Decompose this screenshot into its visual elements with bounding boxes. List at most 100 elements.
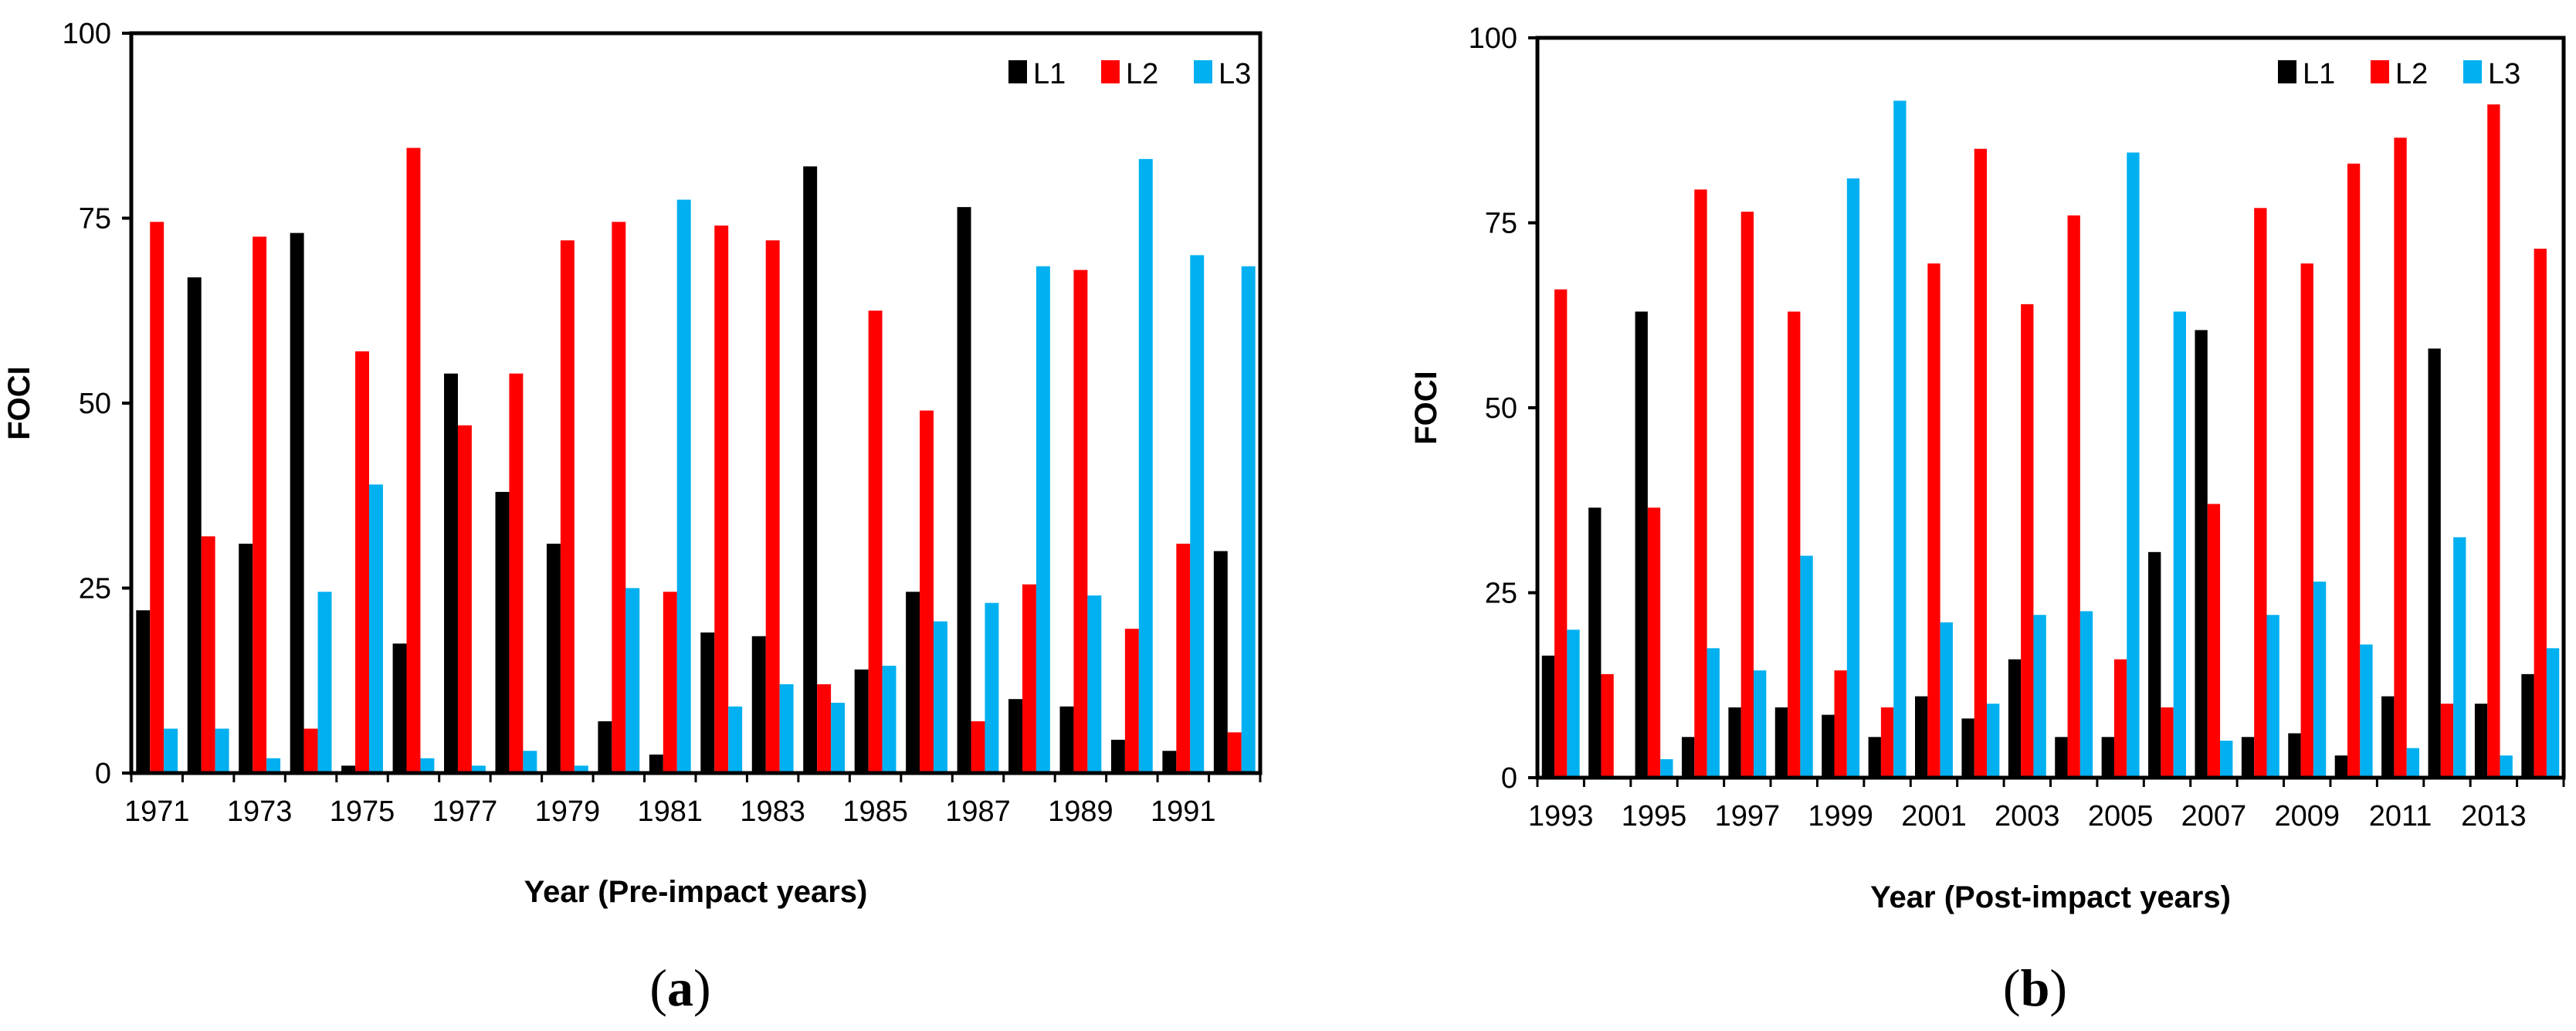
x-tick-label: 1979: [535, 795, 601, 828]
bar-b-L1-1995: [1635, 311, 1648, 778]
bar-a-L1-1987: [957, 207, 971, 773]
bar-b-L1-2013: [2474, 704, 2488, 778]
bar-a-L3-1976: [420, 758, 435, 773]
bar-b-L2-2012: [2440, 704, 2454, 778]
bar-b-L2-2013: [2487, 104, 2500, 778]
bar-b-L2-2008: [2254, 208, 2267, 778]
panel-label-b-letter: b: [2021, 958, 2050, 1017]
bar-a-L2-1982: [714, 226, 729, 774]
bar-b-L1-2005: [2101, 737, 2114, 778]
y-tick-label: 75: [1485, 208, 1517, 240]
bar-a-L1-1988: [1008, 699, 1022, 773]
bar-b-L2-2007: [2207, 504, 2221, 778]
bar-b-L1-2010: [2334, 755, 2347, 778]
bar-b-L3-2008: [2266, 615, 2279, 778]
x-tick-label: 1973: [227, 795, 293, 828]
bar-a-L2-1983: [765, 240, 780, 773]
bar-a-L3-1992: [1241, 266, 1256, 773]
y-tick-label: 50: [1485, 392, 1517, 425]
bar-b-L2-2010: [2347, 163, 2361, 778]
bar-a-L2-1971: [150, 222, 164, 773]
bar-a-L2-1974: [303, 728, 318, 773]
bar-a-L3-1988: [1035, 266, 1050, 773]
y-tick-label: 25: [1485, 578, 1517, 610]
bar-a-L3-1972: [215, 728, 229, 773]
bar-a-L1-1973: [239, 544, 253, 773]
x-tick-label: 1971: [124, 795, 190, 828]
bar-b-L1-2008: [2241, 737, 2255, 778]
x-tick-label: 1989: [1048, 795, 1113, 828]
panel-label-a-close: ): [693, 958, 711, 1017]
y-tick-label: 25: [79, 573, 111, 605]
bar-a-L3-1980: [625, 588, 640, 773]
bar-b-L1-2012: [2428, 348, 2441, 778]
bar-a-L2-1986: [920, 410, 934, 773]
legend-swatch-L1: [2278, 60, 2296, 83]
bar-b-L1-2011: [2381, 696, 2395, 778]
y-axis-title-b: FOCI: [1409, 371, 1443, 445]
x-tick-label: 1993: [1528, 800, 1594, 833]
bars-panel-a: [136, 148, 1256, 774]
bar-a-L1-1985: [854, 669, 869, 773]
bar-a-L3-1979: [574, 765, 588, 773]
bar-a-L3-1978: [523, 751, 537, 773]
bar-b-L1-1996: [1681, 737, 1695, 778]
x-tick-label: 2005: [2088, 800, 2154, 833]
bar-a-L1-1989: [1059, 706, 1074, 773]
x-tick-label: 1995: [1622, 800, 1687, 833]
bar-b-L2-2006: [2161, 707, 2174, 778]
x-tick-label: 1999: [1808, 800, 1873, 833]
bar-a-L1-1972: [187, 277, 202, 773]
x-tick-label: 2013: [2461, 800, 2527, 833]
bar-b-L3-2002: [1987, 704, 2000, 778]
bar-b-L1-2004: [2055, 737, 2068, 778]
x-ticks-a: 1971 1973 1975 1977 1979 1981 1983 1985 1987 1989…: [124, 773, 1262, 828]
bar-b-L3-2001: [1940, 622, 1953, 778]
bar-a-L1-1979: [546, 544, 561, 773]
bar-b-L2-1997: [1740, 212, 1754, 778]
x-tick-label: 1991: [1151, 795, 1216, 828]
x-tick-label: 1997: [1715, 800, 1781, 833]
bar-b-L3-2009: [2313, 582, 2327, 778]
bar-a-L2-1977: [457, 425, 472, 773]
bar-a-L1-1977: [444, 373, 458, 773]
bar-a-L1-1975: [341, 765, 356, 773]
bar-a-L1-1986: [906, 592, 920, 773]
bar-a-L3-1989: [1087, 595, 1102, 773]
bar-a-L1-1992: [1213, 551, 1228, 773]
bar-b-L3-1999: [1846, 178, 1860, 778]
legend-swatch-L3: [2463, 60, 2482, 83]
bar-b-L1-1997: [1728, 707, 1741, 778]
bar-b-L2-1999: [1834, 670, 1847, 778]
panel-label-a: (a): [649, 958, 710, 1017]
bar-b-L3-2012: [2453, 537, 2466, 778]
bar-a-L3-1977: [471, 765, 486, 773]
panel-label-a-open: (: [649, 958, 667, 1017]
legend-label-L1: L1: [2303, 58, 2335, 90]
bar-b-L3-2007: [2220, 741, 2233, 778]
x-tick-label: 1977: [432, 795, 498, 828]
bar-a-L2-1976: [406, 148, 421, 774]
bar-a-L3-1987: [985, 602, 999, 773]
bar-b-L3-1993: [1567, 629, 1580, 778]
bar-b-L2-1998: [1788, 311, 1801, 778]
legend-label-L2: L2: [1126, 58, 1158, 90]
bar-a-L1-1991: [1162, 751, 1177, 773]
bar-a-L1-1980: [598, 721, 612, 773]
bar-b-L2-1995: [1647, 507, 1661, 778]
bar-a-L2-1981: [663, 592, 677, 773]
bar-b-L1-2014: [2521, 673, 2534, 778]
legend-swatch-L1: [1008, 60, 1027, 83]
bar-b-L1-2002: [1961, 718, 1974, 778]
bar-a-L2-1980: [612, 222, 626, 773]
panel-label-b-open: (: [2003, 958, 2021, 1017]
x-axis-title-a: Year (Pre-impact years): [524, 875, 868, 909]
bar-a-L3-1971: [164, 728, 178, 773]
x-tick-label: 2003: [1995, 800, 2060, 833]
bar-a-L3-1986: [934, 621, 947, 773]
bar-a-L2-1984: [817, 684, 832, 773]
bar-b-L2-2005: [2113, 659, 2127, 778]
bar-b-L3-2006: [2173, 311, 2186, 778]
bar-a-L2-1991: [1176, 544, 1191, 773]
